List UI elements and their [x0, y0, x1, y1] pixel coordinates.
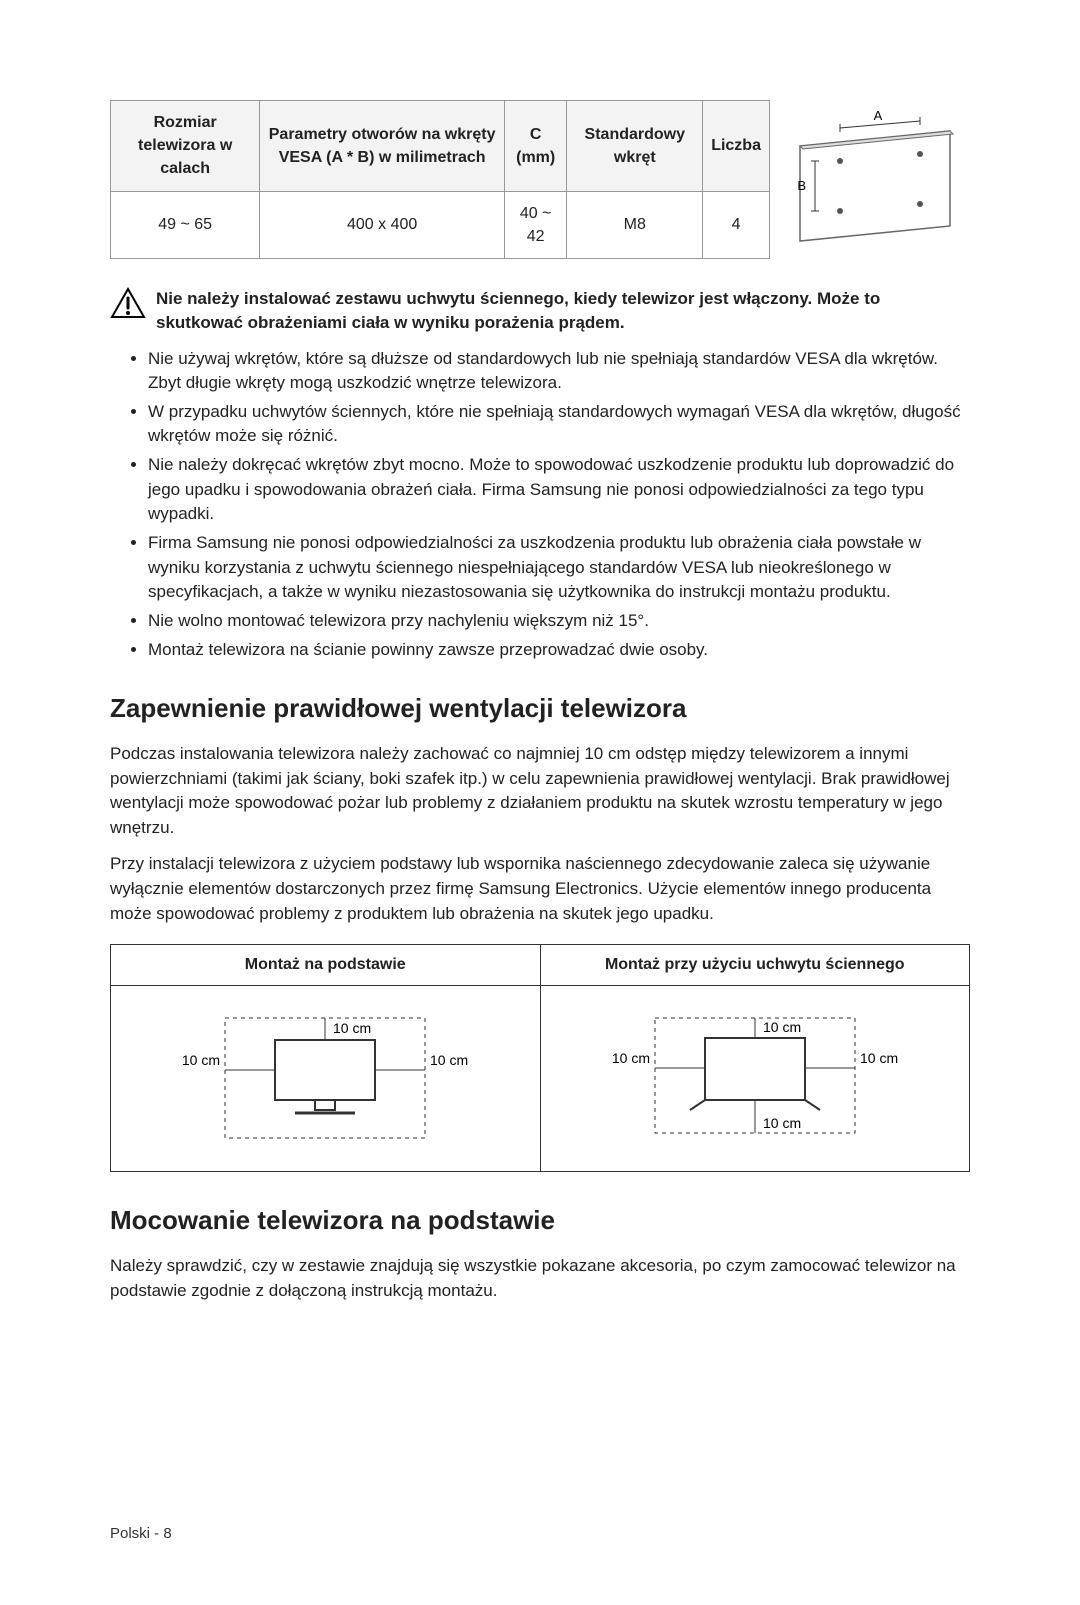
list-item: W przypadku uchwytów ściennych, które ni…: [148, 400, 970, 449]
svg-text:10 cm: 10 cm: [430, 1052, 468, 1068]
vent-cell-stand: 10 cm 10 cm 10 cm: [111, 985, 541, 1172]
warning-bullets: Nie używaj wkrętów, które są dłuższe od …: [110, 347, 970, 663]
stand-heading: Mocowanie telewizora na podstawie: [110, 1202, 970, 1240]
td-size: 49 ~ 65: [111, 191, 260, 258]
page-footer: Polski - 8: [110, 1523, 970, 1545]
svg-text:10 cm: 10 cm: [763, 1019, 801, 1035]
td-screw: M8: [567, 191, 703, 258]
svg-text:10 cm: 10 cm: [612, 1050, 650, 1066]
ventilation-p1: Podczas instalowania telewizora należy z…: [110, 742, 970, 841]
svg-text:10 cm: 10 cm: [182, 1052, 220, 1068]
th-count: Liczba: [703, 101, 770, 192]
ventilation-p2: Przy instalacji telewizora z użyciem pod…: [110, 852, 970, 926]
warning-title: Nie należy instalować zestawu uchwytu śc…: [156, 287, 970, 335]
list-item: Nie używaj wkrętów, które są dłuższe od …: [148, 347, 970, 396]
vent-diagram-stand: 10 cm 10 cm 10 cm: [165, 1000, 485, 1150]
label-a: A: [874, 108, 883, 123]
th-c: C (mm): [504, 101, 566, 192]
vent-h1: Montaż na podstawie: [111, 945, 541, 985]
list-item: Firma Samsung nie ponosi odpowiedzialnoś…: [148, 531, 970, 605]
th-vesa: Parametry otworów na wkręty VESA (A * B)…: [260, 101, 505, 192]
stand-p: Należy sprawdzić, czy w zestawie znajduj…: [110, 1254, 970, 1303]
warning-block: Nie należy instalować zestawu uchwytu śc…: [110, 287, 970, 335]
th-screw: Standardowy wkręt: [567, 101, 703, 192]
vent-cell-wall: 10 cm 10 cm 10 cm 10 cm: [540, 985, 970, 1172]
td-count: 4: [703, 191, 770, 258]
vesa-diagram-cell: A B: [770, 101, 971, 259]
ventilation-table: Montaż na podstawie Montaż przy użyciu u…: [110, 944, 970, 1172]
vesa-diagram: A B: [770, 106, 970, 246]
ventilation-heading: Zapewnienie prawidłowej wentylacji telew…: [110, 690, 970, 728]
svg-text:10 cm: 10 cm: [763, 1115, 801, 1131]
list-item: Nie wolno montować telewizora przy nachy…: [148, 609, 970, 634]
list-item: Montaż telewizora na ścianie powinny zaw…: [148, 638, 970, 663]
svg-text:10 cm: 10 cm: [333, 1020, 371, 1036]
td-c: 40 ~ 42: [504, 191, 566, 258]
label-b: B: [797, 178, 806, 193]
list-item: Nie należy dokręcać wkrętów zbyt mocno. …: [148, 453, 970, 527]
warning-icon: [110, 287, 146, 319]
vent-h2: Montaż przy użyciu uchwytu ściennego: [540, 945, 970, 985]
vent-diagram-wall: 10 cm 10 cm 10 cm 10 cm: [595, 1000, 915, 1150]
svg-text:10 cm: 10 cm: [860, 1050, 898, 1066]
th-size: Rozmiar telewizora w calach: [111, 101, 260, 192]
td-vesa: 400 x 400: [260, 191, 505, 258]
vesa-spec-table: Rozmiar telewizora w calach Parametry ot…: [110, 100, 970, 259]
